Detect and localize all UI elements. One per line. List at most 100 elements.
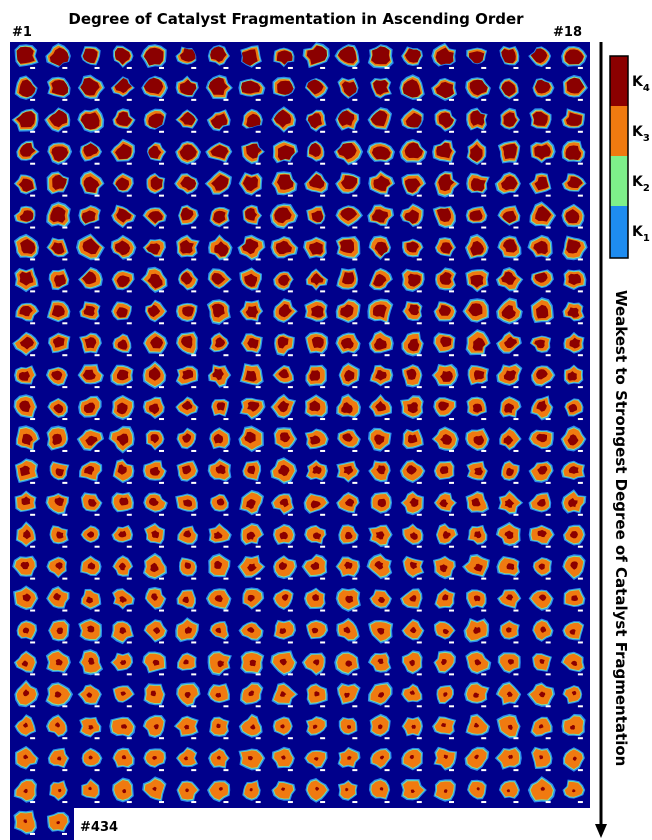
scale-bar — [223, 513, 229, 516]
particle-dense — [147, 273, 163, 289]
particle-dense — [119, 596, 127, 604]
particle-dense — [407, 338, 420, 352]
particle-dense — [83, 402, 95, 413]
scale-bar — [223, 322, 229, 325]
particle-dense — [210, 46, 227, 62]
scale-bar — [481, 545, 487, 548]
scale-bar — [191, 673, 197, 676]
scale-bar — [255, 354, 261, 357]
colorbar-label-base: K — [632, 224, 644, 240]
particle-dense — [409, 626, 417, 634]
particle-dense — [567, 176, 583, 188]
scale-bar — [384, 226, 390, 229]
scale-bar — [62, 194, 68, 197]
scale-bar — [545, 386, 551, 389]
scale-bar — [416, 481, 422, 484]
scale-bar — [320, 354, 326, 357]
scale-bar — [287, 641, 293, 644]
scale-bar — [320, 673, 326, 676]
particle-dense — [470, 240, 484, 256]
scale-bar — [30, 481, 36, 484]
particle-dense — [182, 596, 189, 603]
particle-dense — [215, 627, 222, 634]
scale-bar — [62, 258, 68, 261]
particle-dense — [569, 629, 576, 635]
particle-dense — [277, 336, 289, 349]
particle-dense — [23, 819, 28, 824]
scale-bar — [545, 801, 551, 804]
scale-bar — [352, 641, 358, 644]
scale-bar — [255, 386, 261, 389]
scale-bar — [62, 354, 68, 357]
scale-bar — [384, 194, 390, 197]
particle-dense — [214, 531, 223, 539]
particle-dense — [20, 238, 36, 254]
particle-dense — [504, 498, 515, 508]
scale-bar — [320, 290, 326, 293]
scale-bar — [223, 609, 229, 612]
particle-dense — [116, 369, 129, 381]
particle-dense — [310, 500, 321, 509]
arrow-head — [595, 824, 607, 838]
particle-dense — [408, 304, 419, 316]
scale-bar — [30, 194, 36, 197]
particle-dense — [538, 691, 546, 698]
scale-bar — [191, 226, 197, 229]
scale-bar — [545, 290, 551, 293]
scale-bar — [320, 386, 326, 389]
scale-bar — [384, 545, 390, 548]
scale-bar — [449, 769, 454, 772]
particle-dense — [56, 627, 63, 635]
scale-bar — [513, 130, 519, 133]
scale-bar — [416, 98, 422, 101]
particle-dense — [116, 208, 132, 223]
scale-bar — [416, 769, 422, 772]
scale-bar — [191, 258, 197, 261]
particle-dense — [377, 658, 384, 664]
scale-bar — [287, 769, 293, 772]
particle-dense — [309, 241, 323, 255]
particle-dense — [273, 109, 292, 128]
particle-dense — [86, 692, 93, 698]
scale-bar — [94, 162, 100, 165]
particle-dense — [345, 498, 355, 507]
scale-bar — [513, 769, 519, 772]
particle-dense — [374, 560, 384, 570]
particle-dense — [215, 464, 226, 475]
scale-bar — [352, 609, 358, 612]
scale-bar — [287, 513, 293, 516]
scale-bar — [416, 418, 422, 421]
particle-dense — [54, 691, 62, 698]
scale-bar — [30, 290, 36, 293]
scale-bar — [577, 513, 583, 516]
particle-dense — [377, 498, 386, 508]
scale-bar — [62, 226, 68, 229]
scale-bar — [545, 577, 551, 580]
scale-bar — [384, 98, 390, 101]
scale-bar — [255, 609, 261, 612]
particle-dense — [506, 789, 510, 793]
scale-bar — [126, 801, 132, 804]
scale-bar — [126, 66, 132, 69]
particle-dense — [507, 724, 513, 730]
scale-bar — [62, 769, 68, 772]
particle-dense — [409, 690, 415, 695]
particle-dense — [53, 403, 64, 414]
particle-dense — [114, 78, 132, 94]
scale-bar — [513, 162, 519, 165]
particle-dense — [117, 464, 127, 475]
scale-bar — [62, 641, 68, 644]
scale-bar — [191, 705, 197, 708]
scale-bar — [384, 354, 390, 357]
particle-dense — [371, 146, 391, 160]
scale-bar — [449, 66, 454, 69]
particle-dense — [407, 402, 418, 414]
scale-bar — [545, 354, 551, 357]
particle-dense — [118, 530, 127, 538]
particle-dense — [345, 595, 354, 604]
scale-bar — [577, 481, 583, 484]
scale-bar — [94, 449, 100, 452]
particle-dense — [208, 77, 228, 95]
particle-dense — [213, 433, 224, 444]
scale-bar — [30, 545, 36, 548]
